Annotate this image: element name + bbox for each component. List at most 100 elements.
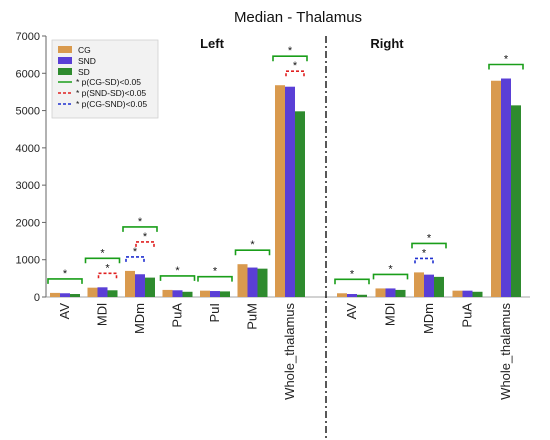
legend-comparison-label: * p(CG-SND)<0.05 xyxy=(76,99,147,109)
sig-star: * xyxy=(350,268,355,280)
y-tick-label: 0 xyxy=(34,292,40,304)
category-label: Whole_thalamus xyxy=(282,303,297,400)
bar-cg xyxy=(237,264,248,297)
sig-bracket-cg-sd xyxy=(234,249,271,256)
bar-sd xyxy=(107,290,118,297)
sig-bracket-cg-sd xyxy=(197,275,233,282)
chart-title: Median - Thalamus xyxy=(234,9,362,26)
legend-comparison-label: * p(CG-SD)<0.05 xyxy=(76,77,141,87)
sig-bracket-cg-sd xyxy=(122,226,158,232)
bar-cg xyxy=(414,272,424,297)
y-tick-label: 7000 xyxy=(16,31,40,43)
category-label: MDm xyxy=(421,303,436,334)
sig-bracket-cg-sd xyxy=(334,278,370,285)
sig-star: * xyxy=(293,60,298,72)
bar-sd xyxy=(145,277,155,297)
bar-sd xyxy=(434,276,444,297)
sig-bracket-snd-sd xyxy=(285,70,305,77)
sig-bracket-snd-sd xyxy=(135,241,155,247)
sig-star: * xyxy=(213,266,218,278)
bar-sd xyxy=(395,289,406,297)
bar-cg xyxy=(452,290,463,297)
y-tick-label: 2000 xyxy=(16,217,40,229)
significance-brackets: * ** **** ***** **** xyxy=(47,45,524,285)
sig-star: * xyxy=(175,265,180,277)
sig-star: * xyxy=(63,268,68,280)
sig-star: * xyxy=(143,231,148,243)
bar-cg xyxy=(200,290,210,297)
bar-cg xyxy=(162,289,173,297)
bar-cg xyxy=(337,293,347,297)
bar-sd xyxy=(220,291,230,297)
legend-label: SD xyxy=(78,67,90,77)
y-tick-label: 6000 xyxy=(16,68,40,80)
sig-star: * xyxy=(288,45,293,57)
bar-sd xyxy=(511,105,521,297)
bar-cg xyxy=(375,288,386,297)
bar-sd xyxy=(295,111,305,298)
bar-snd xyxy=(60,293,70,297)
sig-star: * xyxy=(427,232,432,244)
bar-snd xyxy=(462,290,473,297)
bar-sd xyxy=(357,294,367,297)
y-tick-label: 5000 xyxy=(16,106,40,118)
sig-bracket-cg-sd xyxy=(272,55,308,62)
category-labels: AV MDl MDm PuA PuI PuM Whole_thalamus AV MDl MDm P… xyxy=(57,303,513,400)
bar-snd xyxy=(347,294,357,297)
sig-bracket-cg-sd xyxy=(488,63,524,70)
bar-snd xyxy=(424,274,434,297)
sig-bracket-cg-sd xyxy=(47,278,83,284)
sig-bracket-cg-snd xyxy=(125,256,145,262)
category-label: PuM xyxy=(245,303,260,330)
category-label: MDl xyxy=(383,303,398,326)
category-label: MDm xyxy=(132,303,147,334)
bar-sd xyxy=(182,291,193,297)
sig-star: * xyxy=(250,239,255,251)
bars xyxy=(50,78,521,298)
bar-cg xyxy=(491,80,501,297)
legend-label: CG xyxy=(78,45,91,55)
sig-star: * xyxy=(388,263,393,275)
sig-star: * xyxy=(105,262,110,274)
legend-swatch-sd xyxy=(58,68,72,75)
category-label: AV xyxy=(57,303,72,320)
bar-snd xyxy=(385,288,396,297)
bar-cg xyxy=(50,292,60,297)
bar-snd xyxy=(172,290,183,297)
legend-label: SND xyxy=(78,56,96,66)
y-tick-label: 3000 xyxy=(16,180,40,192)
sig-bracket-cg-sd xyxy=(411,242,447,249)
sig-bracket-cg-sd xyxy=(159,275,196,281)
bar-cg xyxy=(275,85,285,298)
bar-sd xyxy=(257,268,268,297)
sig-star: * xyxy=(422,247,427,259)
sig-bracket-cg-snd xyxy=(414,257,434,264)
category-label: AV xyxy=(344,303,359,320)
sig-bracket-cg-sd xyxy=(84,257,121,264)
category-label: PuA xyxy=(170,303,185,328)
bar-sd xyxy=(70,294,80,297)
bar-snd xyxy=(210,291,220,297)
bar-snd xyxy=(135,274,145,297)
legend-swatch-snd xyxy=(58,57,72,64)
category-label: PuI xyxy=(207,303,222,323)
legend-swatch-cg xyxy=(58,46,72,53)
category-label: MDl xyxy=(95,303,110,326)
sig-bracket-cg-sd xyxy=(372,273,409,280)
legend-comparison-label: * p(SND-SD)<0.05 xyxy=(76,88,146,98)
bar-snd xyxy=(247,267,258,297)
bar-cg xyxy=(87,287,98,297)
category-label: Whole_thalamus xyxy=(498,303,513,400)
bar-snd xyxy=(285,86,295,297)
sig-star: * xyxy=(133,246,138,258)
sig-star: * xyxy=(138,216,143,228)
sig-star: * xyxy=(504,54,509,66)
bar-cg xyxy=(125,270,135,297)
y-tick-label: 4000 xyxy=(16,143,40,155)
panel-title: Right xyxy=(370,36,404,51)
bar-sd xyxy=(472,291,483,297)
y-tick-label: 1000 xyxy=(16,255,40,267)
panel-title: Left xyxy=(200,36,225,51)
